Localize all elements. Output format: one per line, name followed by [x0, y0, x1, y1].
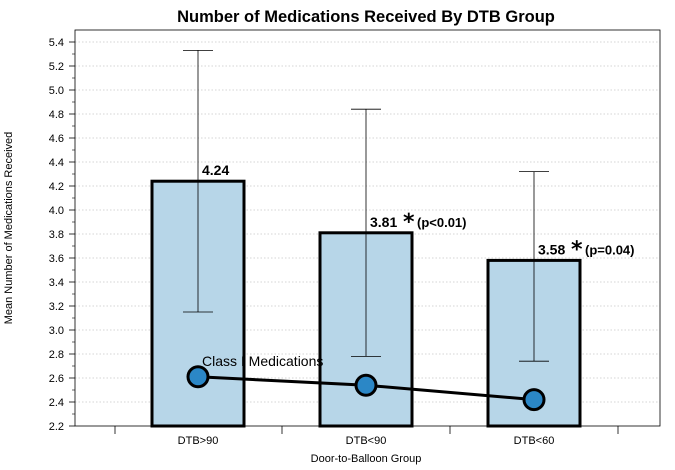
y-tick-label: 4.2	[49, 181, 64, 193]
y-tick-label: 5.0	[49, 85, 64, 97]
y-tick-label: 4.4	[49, 157, 64, 169]
chart-title: Number of Medications Received By DTB Gr…	[177, 8, 555, 26]
bar-value-label: 3.81	[370, 214, 397, 230]
x-axis: DTB>90 DTB<90 DTB<60	[114, 426, 619, 447]
y-tick-label: 2.4	[49, 397, 64, 409]
y-tick-label: 2.6	[49, 373, 64, 385]
x-category-label: DTB<90	[346, 435, 387, 447]
y-tick-label: 5.2	[49, 61, 64, 73]
y-axis-title: Mean Number of Medications Received	[3, 132, 15, 325]
y-tick-label: 2.2	[49, 421, 64, 433]
significance-star: *	[571, 237, 583, 262]
line-point	[186, 365, 210, 389]
bar-labels: 4.243.81 * (p<0.01)3.58 * (p=0.04)	[202, 162, 635, 262]
y-tick-label: 4.0	[49, 205, 64, 217]
x-category-label: DTB>90	[178, 435, 219, 447]
y-tick-label: 4.6	[49, 133, 64, 145]
y-tick-label: 4.8	[49, 109, 64, 121]
y-tick-label: 3.2	[49, 301, 64, 313]
y-tick-label: 3.6	[49, 253, 64, 265]
y-tick-label: 3.0	[49, 325, 64, 337]
y-tick-label: 3.4	[49, 277, 64, 289]
bar-value-label: 3.58	[538, 241, 565, 257]
p-value-label: (p=0.04)	[585, 242, 635, 257]
y-tick-label: 3.8	[49, 229, 64, 241]
x-axis-title: Door-to-Balloon Group	[311, 453, 422, 465]
p-value-label: (p<0.01)	[417, 215, 467, 230]
error-bars	[183, 50, 549, 362]
y-tick-label: 5.4	[49, 37, 64, 49]
bar-value-label: 4.24	[202, 162, 229, 178]
significance-star: *	[403, 210, 415, 235]
series-label: Class I Medications	[202, 353, 323, 369]
line-point	[522, 388, 546, 412]
y-axis: 2.2 2.4 2.6 2.8 3.0 3.2 3.4 3.6 3.8 4.0 4.2 4.4 4.6 4…	[49, 37, 75, 433]
line-point	[354, 373, 378, 397]
class-i-line	[186, 365, 546, 412]
x-category-label: DTB<60	[514, 435, 555, 447]
y-tick-label: 2.8	[49, 349, 64, 361]
